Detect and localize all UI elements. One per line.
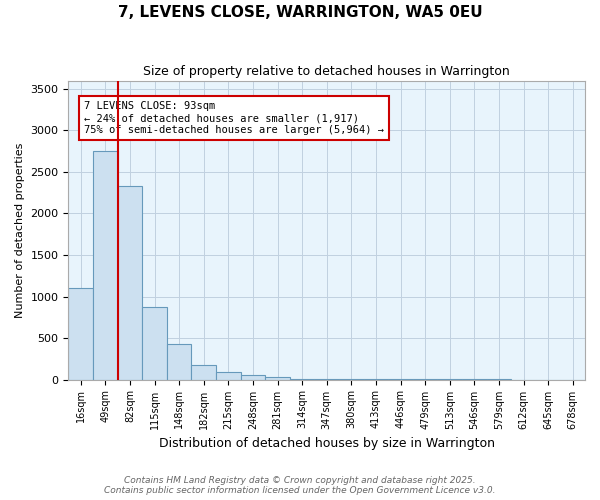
Text: 7 LEVENS CLOSE: 93sqm
← 24% of detached houses are smaller (1,917)
75% of semi-d: 7 LEVENS CLOSE: 93sqm ← 24% of detached … bbox=[84, 102, 384, 134]
Text: 7, LEVENS CLOSE, WARRINGTON, WA5 0EU: 7, LEVENS CLOSE, WARRINGTON, WA5 0EU bbox=[118, 5, 482, 20]
Title: Size of property relative to detached houses in Warrington: Size of property relative to detached ho… bbox=[143, 65, 510, 78]
Bar bbox=[216, 372, 241, 380]
Bar bbox=[191, 365, 216, 380]
Bar bbox=[265, 377, 290, 380]
Bar bbox=[118, 186, 142, 380]
Y-axis label: Number of detached properties: Number of detached properties bbox=[15, 142, 25, 318]
Bar bbox=[290, 378, 314, 380]
Bar bbox=[68, 288, 93, 380]
Text: Contains HM Land Registry data © Crown copyright and database right 2025.
Contai: Contains HM Land Registry data © Crown c… bbox=[104, 476, 496, 495]
Bar bbox=[142, 308, 167, 380]
X-axis label: Distribution of detached houses by size in Warrington: Distribution of detached houses by size … bbox=[159, 437, 495, 450]
Bar bbox=[93, 151, 118, 380]
Bar bbox=[167, 344, 191, 380]
Bar bbox=[241, 376, 265, 380]
